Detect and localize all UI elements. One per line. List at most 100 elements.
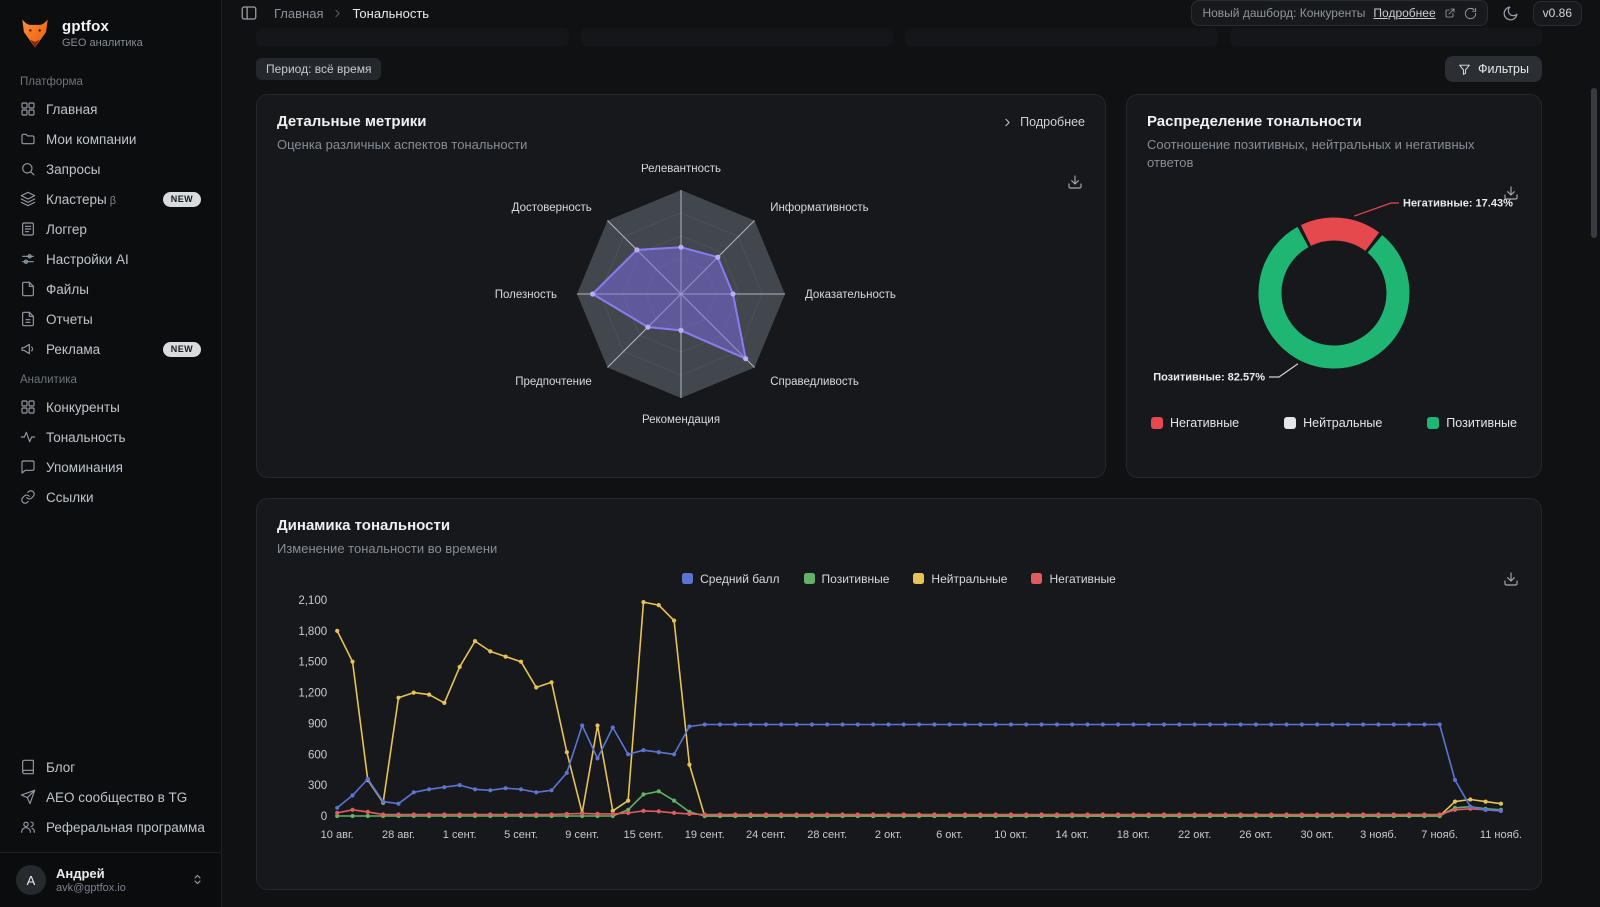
user-email: avk@gptfox.io [56,882,126,894]
moon-icon [1503,6,1518,20]
chevrons-up-down-icon [190,871,205,889]
download-button[interactable] [1501,569,1521,589]
radar-chart[interactable]: Релевантность Информативность Доказательно… [371,163,991,441]
svg-text:14 окт.: 14 окт. [1056,829,1089,841]
sidebar-item-logger[interactable]: Логгер [12,214,209,244]
legend-swatch [913,573,925,585]
theme-toggle-button[interactable] [1498,1,1523,26]
svg-text:600: 600 [308,749,327,761]
card-subtitle: Изменение тональности во времени [277,541,498,556]
period-chip[interactable]: Период: всё время [256,58,382,80]
sidebar-item-mentions[interactable]: Упоминания [12,452,209,482]
sidebar-item-queries[interactable]: Запросы [12,154,209,184]
sidebar-item-competitors[interactable]: Конкуренты [12,392,209,422]
sidebar-item-files[interactable]: Файлы [12,274,209,304]
dashboard-grid: Детальные метрики Оценка различных аспек… [222,94,1600,907]
sidebar-item-label: Логгер [46,221,87,237]
filters-button-label: Фильтры [1478,62,1529,76]
legend-swatch [1427,417,1440,430]
sidebar-item-tg-community[interactable]: AEO сообщество в TG [12,782,209,812]
sidebar-item-clusters[interactable]: Кластеры β NEW [12,184,209,214]
scrollbar-thumb[interactable] [1591,88,1597,238]
folder-icon [21,133,35,145]
search-icon [22,163,35,176]
svg-text:28 авг.: 28 авг. [382,829,415,841]
sentiment-dynamics-card: Динамика тональности Изменение тональнос… [256,498,1542,890]
brand: gptfox GEO аналитика [12,14,209,66]
card-title: Распределение тональности [1147,113,1362,130]
legend-item[interactable]: Позитивные [803,572,889,586]
sidebar-item-reports[interactable]: Отчеты [12,304,209,334]
line-chart[interactable]: 0 300 600 900 1,200 1,500 1,800 2,100 10 авг. 28 … [277,590,1522,851]
funnel-icon [1459,64,1470,75]
sidebar-item-label: Главная [46,101,98,117]
avatar: А [16,865,46,895]
sidebar-sections: Платформа Главная Мои компании Запросы Класт… [12,66,209,512]
svg-text:1,800: 1,800 [298,625,327,637]
breadcrumb: Главная Тональность [274,6,429,21]
sidebar-item-sentiment[interactable]: Тональность [12,422,209,452]
sidebar-item-links[interactable]: Ссылки [12,482,209,512]
svg-text:Информативность: Информативность [770,201,868,213]
svg-text:Справедливость: Справедливость [770,376,859,388]
svg-text:2 окт.: 2 окт. [875,829,902,841]
svg-text:9 сент.: 9 сент. [565,829,599,841]
file-icon [22,281,34,297]
svg-text:Позитивные: 82.57%: Позитивные: 82.57% [1153,372,1265,384]
download-button[interactable] [1501,183,1521,203]
beta-label: β [109,194,117,207]
legend-item[interactable]: Нейтральные [1284,416,1382,430]
svg-text:26 окт.: 26 окт. [1239,829,1272,841]
svg-text:30 окт.: 30 окт. [1301,829,1334,841]
svg-text:Негативные: 17.43%: Негативные: 17.43% [1403,198,1513,210]
legend-item[interactable]: Негативные [1031,572,1116,586]
external-link-icon[interactable] [1444,7,1456,19]
sidebar-item-ai-settings[interactable]: Настройки AI [12,244,209,274]
toolbar: Период: всё время Фильтры [222,52,1600,94]
download-icon [1504,186,1518,200]
download-button[interactable] [1065,172,1085,192]
details-link[interactable]: Подробнее [1001,113,1085,129]
sidebar-item-label: Блог [46,759,76,775]
megaphone-icon [21,343,33,355]
donut-chart[interactable]: Негативные: 17.43% Позитивные: 82.57% [1147,187,1521,406]
skeleton-tile [580,28,893,46]
sidebar-footer: Блог AEO сообщество в TG Реферальная прогр… [12,752,209,842]
new-badge: NEW [162,341,201,357]
svg-text:3 нояб.: 3 нояб. [1360,829,1397,841]
download-icon [1068,174,1082,189]
sidebar-item-companies[interactable]: Мои компании [12,124,209,154]
card-subtitle: Оценка различных аспектов тональности [277,137,528,152]
svg-text:Доказательность: Доказательность [805,289,896,301]
legend-label: Нейтральные [931,571,1008,586]
card-title: Динамика тональности [277,517,451,534]
sidebar-item-label: Мои компании [46,131,137,147]
sidebar-item-label: Отчеты [46,311,93,327]
skeleton-row [222,26,1600,52]
brand-name: gptfox [62,17,110,35]
panel-left-icon [241,6,257,20]
refresh-button[interactable] [1464,7,1477,20]
sidebar-item-home[interactable]: Главная [12,94,209,124]
legend-item[interactable]: Негативные [1151,416,1239,430]
legend-swatch [1151,417,1163,430]
svg-text:10 окт.: 10 окт. [994,829,1027,841]
legend-label: Средний балл [700,571,780,586]
sidebar-toggle-button[interactable] [236,0,262,26]
topbar-right: Новый дашборд: Конкуренты Подробнее v0.8… [1191,0,1582,26]
sidebar-item-blog[interactable]: Блог [12,752,209,782]
logger-icon [22,222,34,236]
sidebar-item-ads[interactable]: Реклама NEW [12,334,209,364]
svg-text:0: 0 [321,811,327,823]
sidebar-item-referral[interactable]: Реферальная программа [12,812,209,842]
svg-text:1,500: 1,500 [298,656,327,668]
sidebar-section-label: Аналитика [20,374,77,386]
filters-button[interactable]: Фильтры [1445,56,1542,82]
legend-item[interactable]: Нейтральные [913,572,1007,586]
breadcrumb-home[interactable]: Главная [274,5,324,21]
legend-item[interactable]: Позитивные [1427,416,1517,430]
svg-text:300: 300 [308,780,327,792]
legend-item[interactable]: Средний балл [682,571,780,586]
notice-more-link[interactable]: Подробнее [1373,6,1436,20]
user-menu[interactable]: А Андрей avk@gptfox.io [0,852,221,907]
